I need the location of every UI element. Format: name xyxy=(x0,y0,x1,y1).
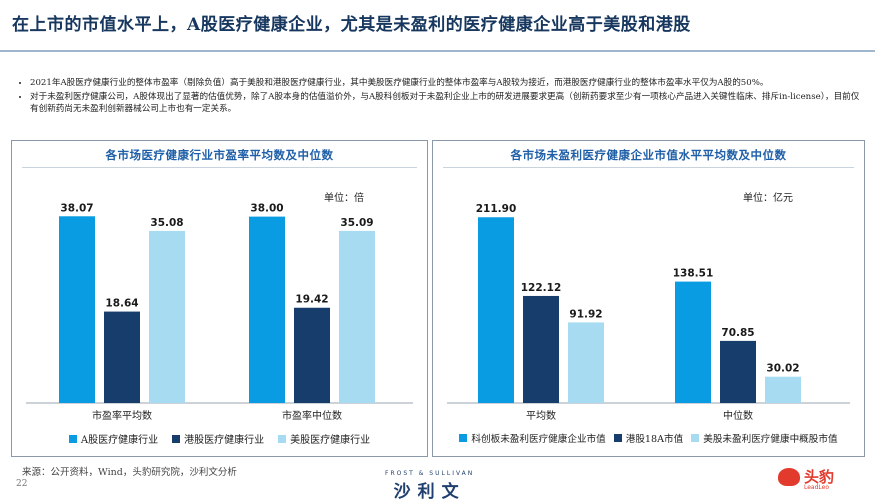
bar xyxy=(339,230,375,403)
legend: A股医疗健康行业 港股医疗健康行业 美股医疗健康行业 xyxy=(12,431,427,446)
logo-small-text: FROST & SULLIVAN xyxy=(385,470,475,477)
title-divider xyxy=(0,50,875,52)
bar-value-label: 19.42 xyxy=(295,294,328,306)
bar-value-label: 211.90 xyxy=(476,203,517,215)
bar xyxy=(720,340,756,403)
legend-swatch xyxy=(459,434,468,442)
page-title: 在上市的市值水平上，A股医疗健康企业，尤其是未盈利的医疗健康企业高于美股和港股 xyxy=(12,15,691,35)
bar-value-label: 38.07 xyxy=(60,202,93,214)
bar xyxy=(294,307,330,403)
legend-label: 港股18A市值 xyxy=(625,434,684,445)
chart-title: 各市场未盈利医疗健康企业市值水平平均数及中位数 xyxy=(510,148,787,162)
legend-item: 科创板未盈利医疗健康企业市值 xyxy=(459,431,606,445)
chart-panel-market-cap: 各市场未盈利医疗健康企业市值水平平均数及中位数 单位：亿元 211.90 122.… xyxy=(432,140,865,457)
chart-title: 各市场医疗健康行业市盈率平均数及中位数 xyxy=(105,148,334,162)
unit-label: 单位：倍 xyxy=(324,193,364,204)
legend-item: 港股18A市值 xyxy=(613,431,684,445)
bar xyxy=(765,376,801,403)
chart-panel-pe: 各市场医疗健康行业市盈率平均数及中位数 单位：倍 38.07 18.64 35.08… xyxy=(11,140,428,457)
bullet-item: 2021年A股医疗健康行业的整体市盈率（剔除负值）高于美股和港股医疗健康行业，其… xyxy=(30,77,860,90)
bar-value-label: 35.09 xyxy=(340,217,373,229)
legend-item: 美股未盈利医疗健康中概股市值 xyxy=(691,431,838,445)
legend-swatch xyxy=(691,434,700,442)
legend-label: 科创板未盈利医疗健康企业市值 xyxy=(471,434,606,445)
leadleo-logo: 头豹 LeadLeo xyxy=(778,466,835,491)
bar xyxy=(149,230,185,403)
bar-chart-pe: 38.07 18.64 35.08 市盈率平均数 38.00 19.42 35.09 市盈率中… xyxy=(26,202,413,422)
brand-name: 头豹 xyxy=(804,468,835,486)
bar xyxy=(568,322,604,403)
legend-label: 港股医疗健康行业 xyxy=(184,435,265,446)
bar-value-label: 30.02 xyxy=(766,363,799,375)
bar-chart-market-cap: 211.90 122.12 91.92 平均数 138.51 70.85 30.02 中位数 xyxy=(447,203,850,422)
category-label: 市盈率平均数 xyxy=(92,409,152,422)
category-label: 市盈率中位数 xyxy=(282,409,342,422)
bar-value-label: 38.00 xyxy=(250,203,283,215)
bar-value-label: 91.92 xyxy=(569,308,602,320)
bar xyxy=(675,281,711,403)
unit-label: 单位：亿元 xyxy=(743,193,793,204)
category-label: 平均数 xyxy=(526,409,556,422)
bar xyxy=(59,216,95,403)
logo-big-text: 沙利文 xyxy=(393,482,466,502)
bar-value-label: 70.85 xyxy=(721,327,754,339)
legend-item: 美股医疗健康行业 xyxy=(278,431,370,446)
legend-swatch xyxy=(172,434,181,443)
leopard-icon xyxy=(778,467,800,486)
category-label: 中位数 xyxy=(723,409,753,422)
bar-value-label: 122.12 xyxy=(521,282,562,294)
legend-swatch xyxy=(68,434,77,443)
bar-value-label: 35.08 xyxy=(150,217,183,229)
bullet-item: 对于未盈利医疗健康公司，A股体现出了显著的估值优势，除了A股本身的估值溢价外，与… xyxy=(30,91,860,116)
chart-title-divider xyxy=(22,167,417,168)
bar xyxy=(104,311,140,403)
chart-title-divider xyxy=(443,167,854,168)
bar-value-label: 138.51 xyxy=(673,268,714,280)
bar xyxy=(249,216,285,403)
source-note: 来源：公开资料，Wind，头豹研究院，沙利文分析 xyxy=(22,467,237,478)
bar xyxy=(523,295,559,403)
legend-swatch xyxy=(278,434,287,443)
brand-english: LeadLeo xyxy=(804,484,830,491)
legend-label: 美股医疗健康行业 xyxy=(290,435,371,446)
bar-value-label: 18.64 xyxy=(105,298,138,310)
legend-item: 港股医疗健康行业 xyxy=(172,431,264,446)
legend: 科创板未盈利医疗健康企业市值 港股18A市值 美股未盈利医疗健康中概股市值 xyxy=(433,431,864,445)
summary-bullets: 2021年A股医疗健康行业的整体市盈率（剔除负值）高于美股和港股医疗健康行业，其… xyxy=(20,77,860,117)
legend-item: A股医疗健康行业 xyxy=(68,431,159,446)
legend-label: A股医疗健康行业 xyxy=(80,435,159,446)
frost-sullivan-logo: FROST & SULLIVAN 沙利文 xyxy=(385,470,474,502)
legend-swatch xyxy=(613,434,622,442)
bar xyxy=(478,217,514,403)
legend-label: 美股未盈利医疗健康中概股市值 xyxy=(703,434,838,445)
page-number: 22 xyxy=(16,479,28,489)
